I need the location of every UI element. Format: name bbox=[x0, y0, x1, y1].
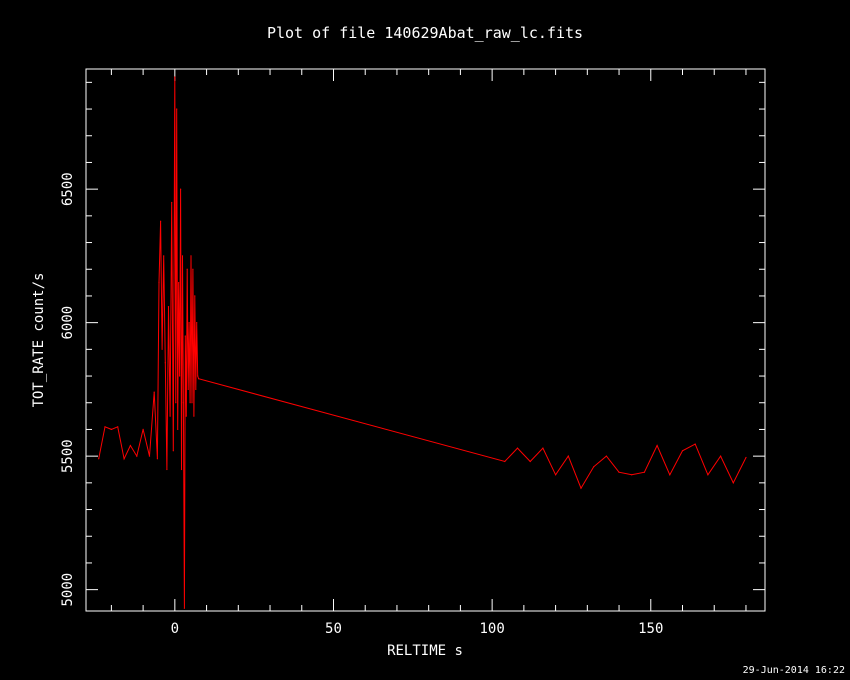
data-point bbox=[195, 388, 197, 390]
data-point bbox=[188, 322, 190, 324]
y-axis-label: TOT_RATE count/s bbox=[31, 273, 47, 408]
data-point bbox=[643, 471, 646, 473]
data-point bbox=[181, 255, 184, 257]
data-point bbox=[183, 607, 185, 609]
data-point bbox=[529, 460, 531, 463]
data-point bbox=[177, 428, 179, 430]
data-point bbox=[580, 487, 582, 489]
data-point bbox=[104, 426, 106, 428]
x-axis-label: RELTIME s bbox=[387, 643, 463, 659]
data-point bbox=[605, 455, 608, 457]
data-point bbox=[158, 282, 160, 284]
data-point bbox=[189, 402, 191, 404]
data-point bbox=[555, 474, 557, 476]
data-point bbox=[504, 460, 506, 463]
data-point bbox=[142, 428, 144, 430]
data-point bbox=[732, 482, 734, 484]
data-point bbox=[656, 444, 658, 447]
data-point bbox=[192, 268, 194, 270]
data-point bbox=[160, 220, 162, 222]
data-point bbox=[669, 474, 671, 476]
data-point bbox=[164, 362, 166, 364]
y-tick-labels: 5000 5500 6000 6500 bbox=[60, 172, 76, 606]
x-tick-label: 50 bbox=[325, 621, 342, 637]
y-tick-label: 5500 bbox=[60, 439, 76, 473]
data-point bbox=[148, 455, 151, 457]
data-point bbox=[196, 322, 198, 324]
data-point bbox=[171, 201, 173, 204]
data-point bbox=[166, 468, 168, 471]
data-point bbox=[172, 450, 174, 452]
data-point bbox=[117, 426, 119, 428]
axis-ticks bbox=[86, 69, 765, 611]
data-point bbox=[175, 402, 177, 404]
x-tick-label: 100 bbox=[479, 621, 504, 637]
data-point bbox=[567, 455, 569, 457]
series-points bbox=[98, 76, 747, 609]
data-point bbox=[197, 375, 199, 377]
x-tick-labels: 0 50 100 150 bbox=[171, 621, 664, 637]
data-point bbox=[180, 188, 182, 190]
data-point bbox=[174, 76, 176, 78]
timestamp: 29-Jun-2014 16:22 bbox=[743, 665, 845, 676]
data-point bbox=[176, 108, 178, 110]
data-point bbox=[593, 466, 595, 468]
data-point bbox=[681, 450, 684, 452]
data-point bbox=[745, 456, 747, 459]
data-point bbox=[185, 415, 187, 417]
data-point bbox=[129, 444, 131, 447]
y-tick-label: 6500 bbox=[60, 172, 76, 206]
data-point bbox=[110, 428, 112, 430]
y-tick-label: 6000 bbox=[60, 306, 76, 340]
data-point bbox=[198, 378, 200, 380]
data-point bbox=[153, 391, 155, 393]
data-point bbox=[186, 268, 188, 270]
data-point bbox=[98, 458, 100, 460]
data-point bbox=[707, 474, 709, 476]
data-point bbox=[180, 468, 183, 471]
data-point bbox=[618, 471, 620, 473]
data-point bbox=[631, 474, 633, 476]
series-line bbox=[98, 76, 747, 609]
data-point bbox=[182, 402, 184, 404]
data-point bbox=[163, 255, 165, 257]
data-point bbox=[178, 282, 180, 284]
data-point bbox=[156, 458, 158, 460]
x-tick-label: 0 bbox=[171, 621, 179, 637]
data-point bbox=[167, 306, 170, 308]
data-point bbox=[720, 455, 722, 457]
data-point bbox=[694, 443, 696, 445]
data-point bbox=[191, 402, 193, 404]
data-point bbox=[516, 447, 519, 449]
y-tick-label: 5000 bbox=[60, 573, 76, 607]
data-point bbox=[161, 348, 163, 350]
data-point bbox=[179, 375, 181, 377]
data-point bbox=[194, 295, 196, 297]
plot-frame bbox=[85, 68, 766, 612]
data-point bbox=[123, 458, 125, 460]
data-point bbox=[187, 388, 189, 390]
data-point bbox=[169, 415, 171, 417]
data-point bbox=[184, 335, 186, 337]
data-point bbox=[542, 447, 544, 449]
data-point bbox=[193, 415, 195, 417]
chart-title: Plot of file 140629Abat_raw_lc.fits bbox=[267, 24, 583, 42]
data-point bbox=[190, 255, 192, 257]
x-tick-label: 150 bbox=[638, 621, 663, 637]
data-point bbox=[136, 455, 138, 457]
